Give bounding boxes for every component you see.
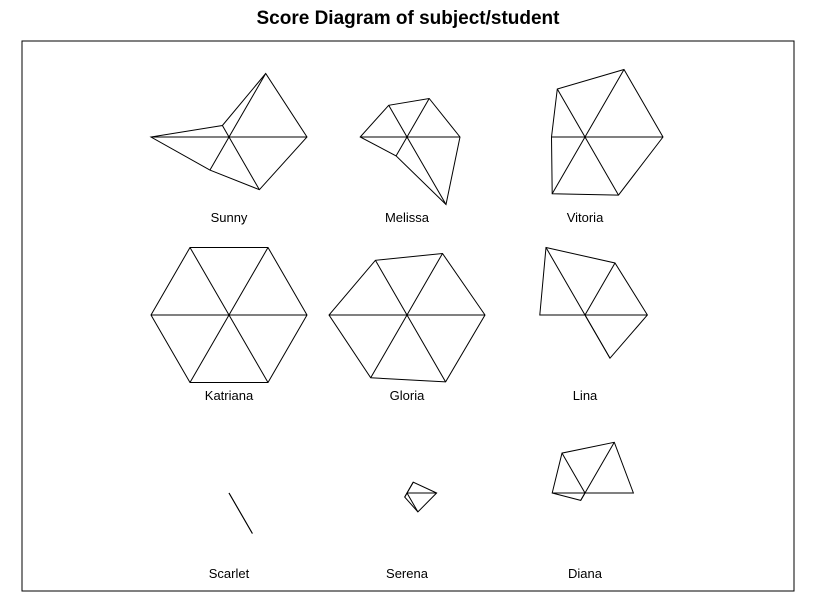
star-spoke: [406, 492, 419, 513]
star-spoke: [561, 452, 586, 494]
star-spoke: [209, 136, 230, 171]
star-spoke: [189, 247, 230, 316]
star-label: Melissa: [385, 210, 430, 225]
star-label: Scarlet: [209, 566, 250, 581]
star-outline: [359, 97, 461, 206]
chart-title: Score Diagram of subject/student: [256, 8, 560, 29]
star-vitoria: Vitoria: [550, 68, 664, 225]
star-spoke: [584, 136, 619, 196]
star-spoke: [556, 88, 586, 138]
plot-frame: [21, 40, 795, 592]
star-spoke: [406, 136, 447, 205]
star-label: Gloria: [390, 388, 425, 403]
star-outline: [149, 72, 308, 191]
star-spoke: [395, 136, 408, 157]
star-outline: [551, 441, 635, 501]
star-outline: [150, 247, 308, 383]
star-spoke: [584, 262, 616, 316]
star-outline: [328, 252, 486, 383]
star-spoke: [406, 314, 447, 383]
star-spoke: [406, 98, 430, 138]
star-outline: [539, 246, 649, 360]
star-spoke: [551, 136, 586, 194]
star-lina: Lina: [539, 246, 649, 403]
star-outline: [228, 492, 253, 534]
star-spoke: [228, 73, 267, 138]
star-serena: Serena: [386, 481, 438, 581]
star-label: Sunny: [211, 210, 248, 225]
star-spoke: [370, 314, 408, 379]
star-spoke: [388, 105, 408, 138]
star-scarlet: Scarlet: [209, 492, 253, 581]
star-spoke: [189, 314, 230, 383]
star-spoke: [584, 442, 615, 494]
star-spoke: [406, 253, 443, 316]
star-label: Serena: [386, 566, 429, 581]
star-gloria: Gloria: [328, 252, 486, 403]
star-spoke: [228, 136, 260, 190]
star-outline: [404, 481, 438, 513]
star-katriana: Katriana: [150, 247, 308, 403]
stars-group: Sunny Melissa Vitoria Katriana Gloria Lina Sca…: [149, 68, 664, 581]
star-label: Diana: [568, 566, 603, 581]
star-melissa: Melissa: [359, 97, 461, 225]
star-diana: Diana: [551, 441, 635, 581]
star-label: Lina: [573, 388, 598, 403]
star-label: Katriana: [205, 388, 254, 403]
star-spoke: [545, 247, 586, 316]
star-spoke: [374, 260, 408, 316]
star-spoke: [228, 314, 269, 383]
star-sunny: Sunny: [149, 72, 308, 225]
star-spoke: [228, 247, 269, 316]
star-outline: [550, 68, 664, 196]
star-label: Vitoria: [567, 210, 604, 225]
star-spoke: [221, 125, 230, 138]
star-spoke: [584, 69, 625, 138]
